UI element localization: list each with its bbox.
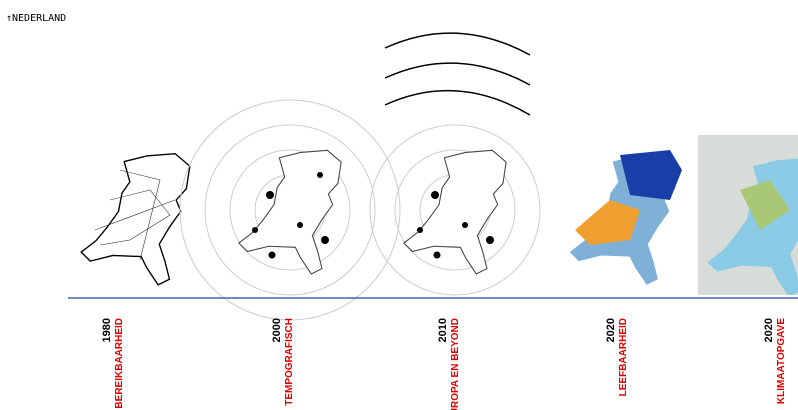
timeline-label: BEREIKBAARHEID [114, 318, 125, 409]
map-2020-leefbaarheid [570, 150, 682, 285]
timeline-label: LEEFBAARHEID [618, 318, 629, 396]
timeline-year: 2020 [605, 318, 617, 342]
map-2000 [180, 100, 400, 320]
timeline-year: 1980 [101, 318, 113, 342]
map-2010 [370, 33, 540, 295]
map-2020-klimaat [698, 135, 798, 297]
timeline-year: 2000 [271, 318, 283, 342]
map-1980 [81, 154, 190, 285]
timeline-year: 2010 [437, 318, 449, 342]
timeline-year: 2020 [763, 318, 775, 342]
timeline-label: KLIMAATOPGAVE [776, 318, 787, 404]
timeline-label: TEMPOGRAFISCH [284, 318, 295, 406]
header-title: ↑NEDERLAND [6, 13, 66, 24]
timeline-label: EUROPA EN BEYOND [450, 318, 461, 410]
page: ↑NEDERLAND 1980BEREIKBAARHEID 2000TEMPOGR… [0, 0, 798, 410]
